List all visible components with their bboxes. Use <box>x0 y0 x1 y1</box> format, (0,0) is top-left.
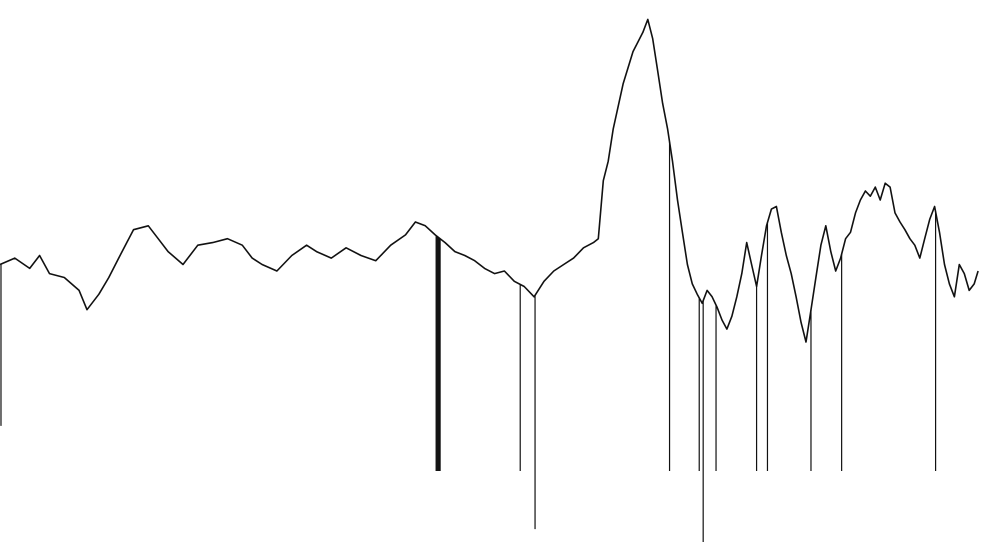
spikes-layer <box>0 141 937 542</box>
series-layer <box>0 18 979 343</box>
series-line-0 <box>0 18 979 343</box>
